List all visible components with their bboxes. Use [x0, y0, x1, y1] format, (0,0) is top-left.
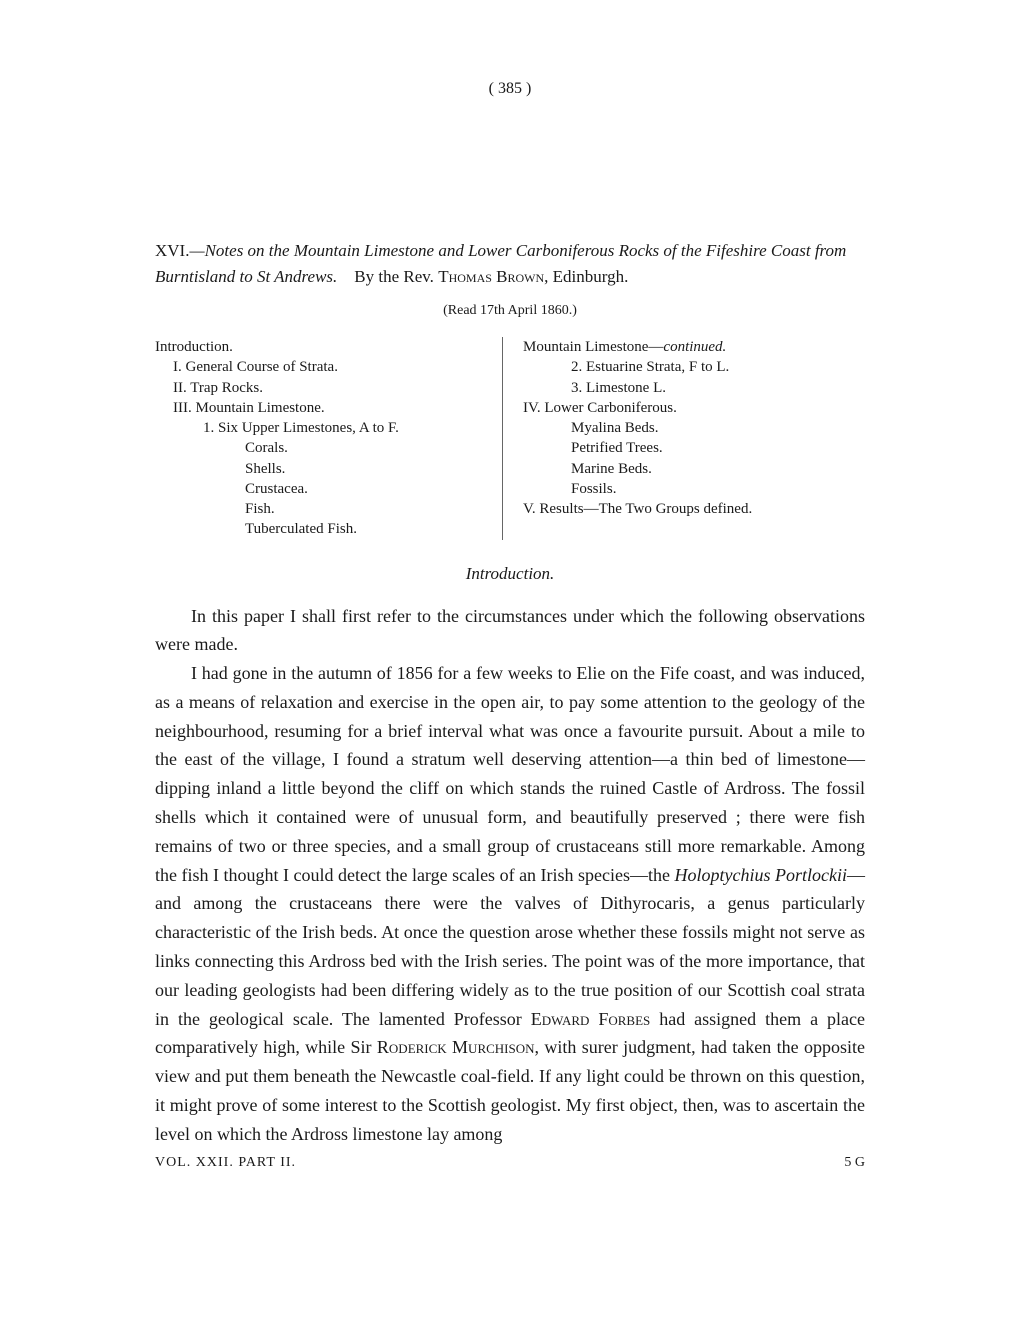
page-number: ( 385 ): [155, 80, 865, 98]
paragraph: I had gone in the autumn of 1856 for a f…: [155, 659, 865, 1149]
toc-item: Marine Beds.: [523, 459, 865, 479]
title-by: By the Rev.: [354, 267, 434, 286]
toc-item: Myalina Beds.: [523, 418, 865, 438]
page-footer: VOL. XXII. PART II. 5 G: [155, 1155, 865, 1171]
toc-item: Corals.: [155, 438, 497, 458]
read-date: (Read 17th April 1860.): [155, 303, 865, 319]
toc-item: 3. Limestone L.: [523, 378, 865, 398]
toc-right-column: Mountain Limestone—continued. 2. Estuari…: [503, 337, 865, 540]
article-title: XVI.—Notes on the Mountain Limestone and…: [155, 238, 865, 289]
toc-item: Fossils.: [523, 479, 865, 499]
toc-item: Fish.: [155, 499, 497, 519]
body-text: In this paper I shall first refer to the…: [155, 602, 865, 1149]
paragraph: In this paper I shall first refer to the…: [155, 602, 865, 660]
toc-item: Introduction.: [155, 337, 497, 357]
toc-left-column: Introduction. I. General Course of Strat…: [155, 337, 503, 540]
toc-item: IV. Lower Carboniferous.: [523, 398, 865, 418]
toc-item: Shells.: [155, 459, 497, 479]
toc-item: I. General Course of Strata.: [155, 357, 497, 377]
page: ( 385 ) XVI.—Notes on the Mountain Limes…: [0, 0, 1020, 1338]
toc-item: 2. Estuarine Strata, F to L.: [523, 357, 865, 377]
signature-mark: 5 G: [844, 1155, 865, 1171]
toc-item: Petrified Trees.: [523, 438, 865, 458]
toc-item: Mountain Limestone—continued.: [523, 337, 865, 357]
volume-label: VOL. XXII. PART II.: [155, 1155, 296, 1171]
title-suffix: , Edinburgh.: [544, 267, 628, 286]
toc-item: 1. Six Upper Limestones, A to F.: [155, 418, 497, 438]
title-author: Thomas Brown: [438, 267, 544, 286]
section-heading: Introduction.: [155, 564, 865, 584]
toc-item: Crustacea.: [155, 479, 497, 499]
title-numeral: XVI.: [155, 241, 189, 260]
toc-item: Tuberculated Fish.: [155, 519, 497, 539]
person-name: Roderick Murchison: [377, 1037, 535, 1057]
toc-item: II. Trap Rocks.: [155, 378, 497, 398]
person-name: Edward Forbes: [531, 1009, 651, 1029]
table-of-contents: Introduction. I. General Course of Strat…: [155, 337, 865, 540]
toc-item: V. Results—The Two Groups defined.: [523, 499, 865, 519]
species-name: Holoptychius Portlockii: [675, 865, 847, 885]
toc-item: III. Mountain Limestone.: [155, 398, 497, 418]
